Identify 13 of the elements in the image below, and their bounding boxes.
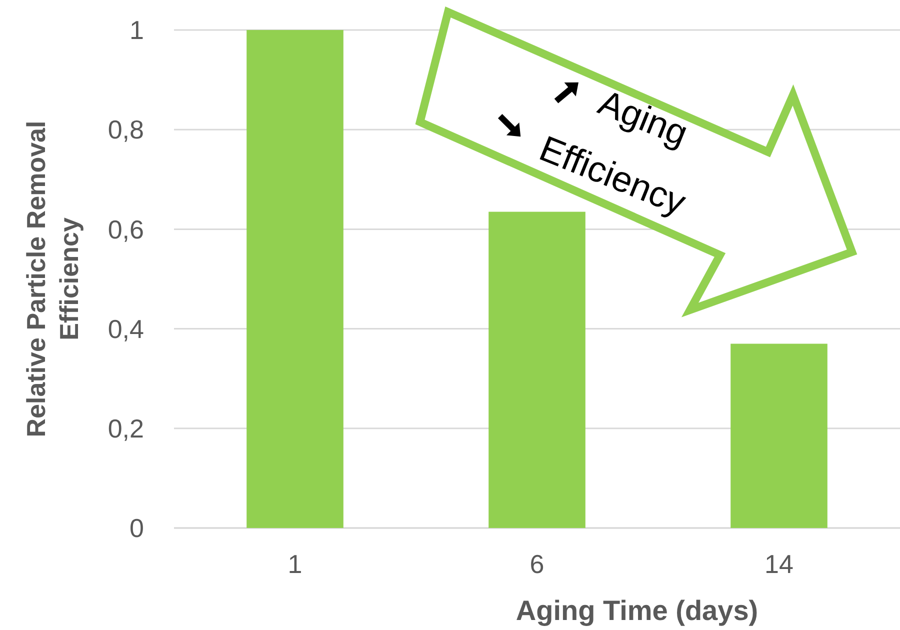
x-tick-label: 6 (530, 549, 544, 579)
y-tick-label: 0,4 (108, 314, 144, 344)
y-tick-label: 0 (130, 513, 144, 544)
x-axis-title: Aging Time (days) (516, 595, 758, 626)
x-tick-label: 1 (288, 549, 302, 579)
y-tick-label: 0,8 (108, 114, 144, 145)
y-axis-title: Relative Particle Removal Efficiency (21, 120, 84, 438)
y-tick-label: 0,6 (108, 214, 144, 244)
bar (246, 30, 344, 528)
bar (730, 344, 828, 528)
x-tick-label: 14 (764, 549, 794, 579)
y-tick-label: 0,2 (108, 414, 144, 444)
y-tick-label: 1 (130, 15, 144, 46)
